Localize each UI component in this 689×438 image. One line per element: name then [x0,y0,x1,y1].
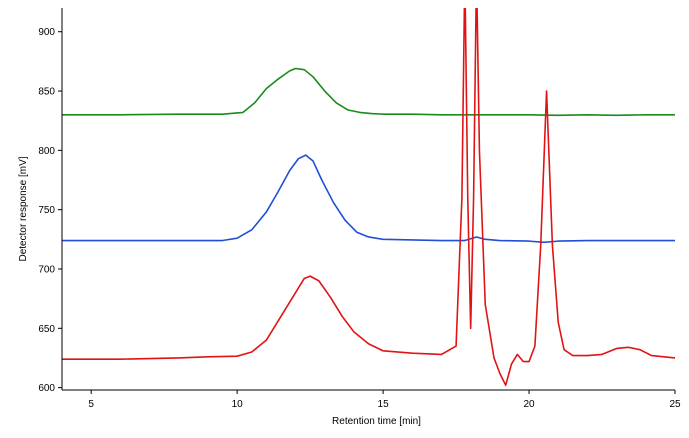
axes-layer [61,8,675,391]
series-layer [62,8,675,387]
series-line-1 [62,67,675,117]
y-tick-label: 900 [38,27,55,38]
x-tick-label: 10 [232,399,244,410]
y-tick-label: 650 [38,324,55,335]
series-line-3 [62,8,675,387]
x-tick-label: 20 [523,399,535,410]
series-line-2 [62,154,675,244]
y-tick-label: 700 [38,264,55,275]
x-tick-label: 25 [669,399,681,410]
x-axis-title: Retention time [min] [332,416,421,427]
y-tick-label: 750 [38,205,55,216]
y-tick-label: 850 [38,87,55,98]
x-tick-label: 5 [88,399,94,410]
y-tick-label: 800 [38,146,55,157]
x-ticks: 5 10 15 20 25 [88,390,681,410]
y-axis-title: Detector response [mV] [18,156,29,261]
y-tick-label: 600 [38,383,55,394]
y-ticks: 600 650 700 750 800 850 900 [38,27,62,394]
x-tick-label: 15 [378,399,390,410]
